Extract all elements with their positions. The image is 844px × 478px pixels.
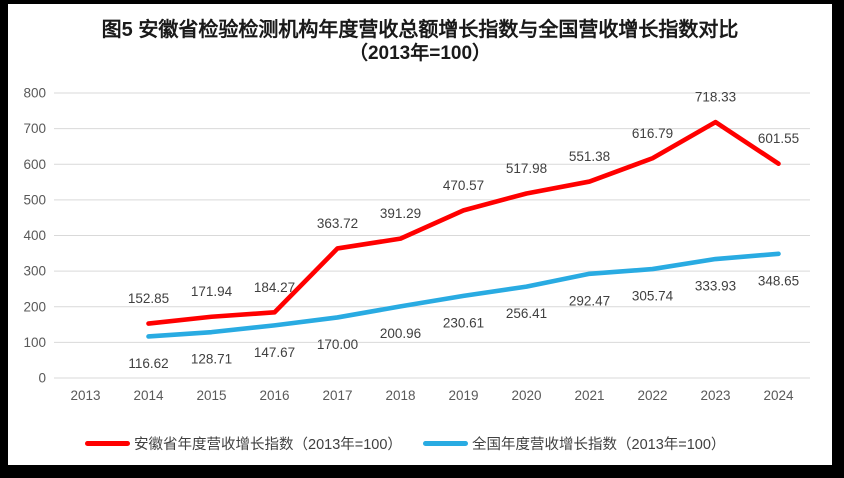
y-axis-tick-label: 300 — [23, 264, 46, 279]
x-axis-tick-label: 2021 — [574, 388, 604, 403]
data-label: 292.47 — [569, 293, 610, 308]
chart-title: 图5 安徽省检验检测机构年度营收总额增长指数与全国营收增长指数对比 — [101, 19, 739, 41]
data-label: 170.00 — [317, 337, 358, 352]
x-axis-tick-label: 2017 — [322, 388, 352, 403]
y-axis-tick-label: 800 — [23, 86, 46, 101]
y-axis-tick-label: 200 — [23, 299, 46, 314]
x-axis-tick-label: 2023 — [700, 388, 730, 403]
y-axis-tick-label: 600 — [23, 157, 46, 172]
data-label: 601.55 — [758, 131, 799, 146]
data-label: 363.72 — [317, 216, 358, 231]
data-label: 171.94 — [191, 284, 233, 299]
x-axis-tick-label: 2020 — [511, 388, 541, 403]
data-label: 517.98 — [506, 161, 547, 176]
x-axis-tick-label: 2019 — [448, 388, 478, 403]
data-label: 616.79 — [632, 126, 673, 141]
x-axis-tick-label: 2014 — [133, 388, 164, 403]
y-axis-tick-label: 0 — [38, 371, 46, 386]
data-label: 230.61 — [443, 315, 484, 330]
data-label: 391.29 — [380, 206, 421, 221]
data-label: 470.57 — [443, 178, 484, 193]
x-axis-tick-label: 2013 — [70, 388, 100, 403]
data-label: 551.38 — [569, 149, 610, 164]
series-line — [146, 251, 781, 339]
data-label: 718.33 — [695, 90, 736, 105]
chart-title-block: 图5 安徽省检验检测机构年度营收总额增长指数与全国营收增长指数对比 （2013年… — [8, 18, 832, 66]
y-axis-tick-label: 100 — [23, 335, 46, 350]
chart-subtitle: （2013年=100） — [348, 43, 492, 64]
x-axis-tick-label: 2022 — [637, 388, 667, 403]
data-label: 128.71 — [191, 352, 232, 367]
data-label: 184.27 — [254, 280, 295, 295]
y-axis-tick-label: 500 — [23, 192, 46, 207]
y-axis-tick-label: 700 — [23, 121, 46, 136]
y-axis-tick-label: 400 — [23, 228, 46, 243]
data-label: 152.85 — [128, 291, 169, 306]
data-label: 348.65 — [758, 273, 799, 288]
data-label: 305.74 — [632, 289, 674, 304]
data-label: 256.41 — [506, 306, 547, 321]
x-axis-tick-label: 2024 — [763, 388, 794, 403]
series-line — [146, 119, 781, 326]
chart-canvas: 图5 安徽省检验检测机构年度营收总额增长指数与全国营收增长指数对比 （2013年… — [8, 4, 832, 465]
data-label: 333.93 — [695, 279, 736, 294]
x-axis-tick-label: 2018 — [385, 388, 415, 403]
x-axis-tick-label: 2016 — [259, 388, 289, 403]
x-axis-tick-label: 2015 — [196, 388, 226, 403]
data-label: 200.96 — [380, 326, 421, 341]
data-label: 116.62 — [128, 356, 168, 371]
data-label: 147.67 — [254, 345, 295, 360]
